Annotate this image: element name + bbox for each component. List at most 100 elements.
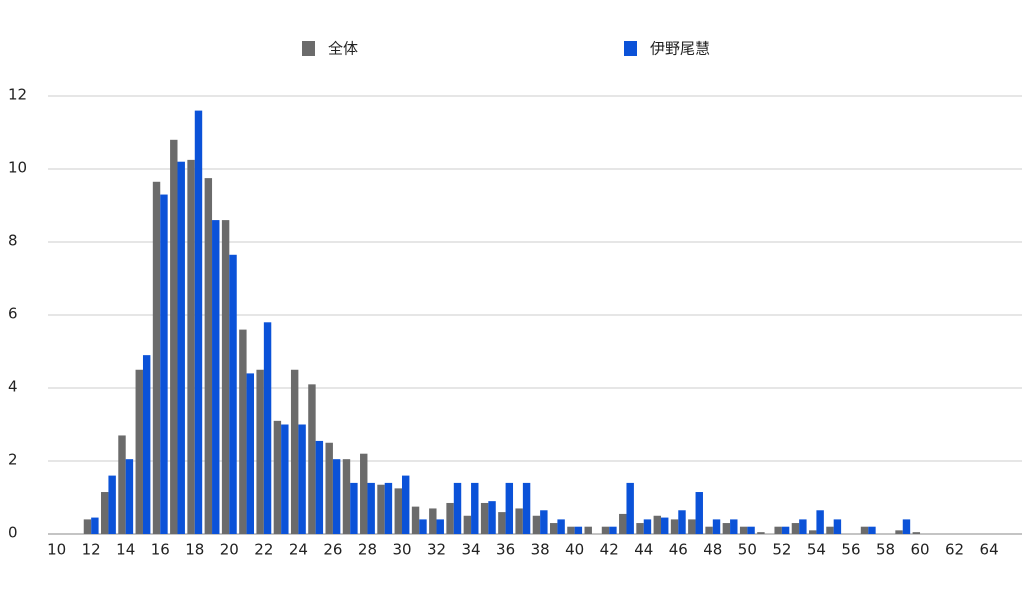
bar xyxy=(670,519,679,534)
bar xyxy=(912,532,921,534)
bar xyxy=(177,161,185,534)
bar xyxy=(868,526,876,534)
bar xyxy=(712,519,721,534)
bar xyxy=(367,482,375,534)
bar xyxy=(118,435,126,534)
x-tick-label: 24 xyxy=(289,541,308,559)
bar xyxy=(229,254,237,534)
bar xyxy=(791,523,800,534)
bar xyxy=(263,322,272,534)
x-tick-label: 26 xyxy=(323,541,342,559)
bar xyxy=(609,526,617,534)
bar xyxy=(781,526,790,534)
bar xyxy=(567,526,575,534)
y-tick-label: 4 xyxy=(8,378,18,396)
bar xyxy=(290,369,299,534)
bar xyxy=(108,475,116,534)
x-tick-label: 60 xyxy=(910,541,929,559)
bar xyxy=(142,355,151,534)
bar xyxy=(895,530,903,534)
bar xyxy=(152,181,161,534)
bar xyxy=(774,526,782,534)
bar xyxy=(730,519,738,534)
y-tick-label: 8 xyxy=(8,232,18,250)
bar xyxy=(350,482,358,534)
x-tick-label: 46 xyxy=(669,541,688,559)
bar xyxy=(394,488,402,534)
x-tick-label: 28 xyxy=(358,541,377,559)
bar xyxy=(135,369,143,534)
y-tick-label: 0 xyxy=(8,524,18,542)
bar xyxy=(342,459,351,534)
x-tick-label: 58 xyxy=(876,541,895,559)
bar xyxy=(722,523,731,534)
y-tick-label: 6 xyxy=(8,305,18,323)
legend-swatch xyxy=(624,41,637,56)
bar xyxy=(705,526,713,534)
x-tick-label: 54 xyxy=(807,541,826,559)
x-tick-label: 30 xyxy=(392,541,411,559)
x-tick-label: 42 xyxy=(600,541,619,559)
bar xyxy=(574,526,583,534)
bar xyxy=(360,453,368,534)
bar xyxy=(298,424,306,534)
x-tick-label: 48 xyxy=(703,541,722,559)
x-tick-label: 32 xyxy=(427,541,446,559)
x-tick-label: 12 xyxy=(82,541,101,559)
bar xyxy=(833,519,842,534)
bar xyxy=(273,420,282,534)
x-tick-label: 14 xyxy=(116,541,135,559)
bar xyxy=(505,482,514,534)
bar xyxy=(601,526,610,534)
bar xyxy=(170,139,178,535)
x-tick-label: 18 xyxy=(185,541,204,559)
bar xyxy=(194,110,203,534)
bar xyxy=(678,510,686,534)
bar xyxy=(549,523,558,534)
bar xyxy=(239,329,247,534)
bar xyxy=(411,506,420,534)
bar xyxy=(446,502,454,534)
bar xyxy=(125,459,134,534)
bar xyxy=(221,220,230,534)
x-tick-label: 64 xyxy=(980,541,999,559)
bar xyxy=(860,526,869,534)
bar xyxy=(101,492,109,534)
bar xyxy=(498,512,506,534)
bar xyxy=(480,502,489,534)
bar xyxy=(739,526,748,534)
bar xyxy=(626,482,634,534)
x-tick-label: 62 xyxy=(945,541,964,559)
bar xyxy=(757,532,765,534)
bar xyxy=(384,482,393,534)
y-tick-label: 12 xyxy=(8,86,27,104)
bar xyxy=(584,526,592,534)
bar xyxy=(325,442,333,534)
bar xyxy=(540,510,548,534)
legend-label: 全体 xyxy=(328,40,358,58)
x-tick-label: 52 xyxy=(772,541,791,559)
bar xyxy=(619,513,627,534)
bar xyxy=(463,515,472,534)
bar xyxy=(653,515,662,534)
bar xyxy=(429,508,437,534)
bar xyxy=(902,519,911,534)
bar xyxy=(471,482,479,534)
legend-swatch xyxy=(302,41,315,56)
x-tick-label: 38 xyxy=(531,541,550,559)
bar xyxy=(160,194,168,535)
bar xyxy=(401,475,410,534)
x-tick-label: 10 xyxy=(47,541,66,559)
bar xyxy=(808,530,817,534)
bar xyxy=(661,517,669,534)
y-tick-label: 2 xyxy=(8,451,18,469)
legend-label: 伊野尾慧 xyxy=(650,40,710,58)
bar xyxy=(419,519,427,534)
bar xyxy=(212,220,220,534)
bar xyxy=(636,523,644,534)
bar xyxy=(532,515,541,534)
bar xyxy=(308,384,316,534)
bar xyxy=(557,519,565,534)
bar xyxy=(522,482,531,534)
x-tick-label: 50 xyxy=(738,541,757,559)
